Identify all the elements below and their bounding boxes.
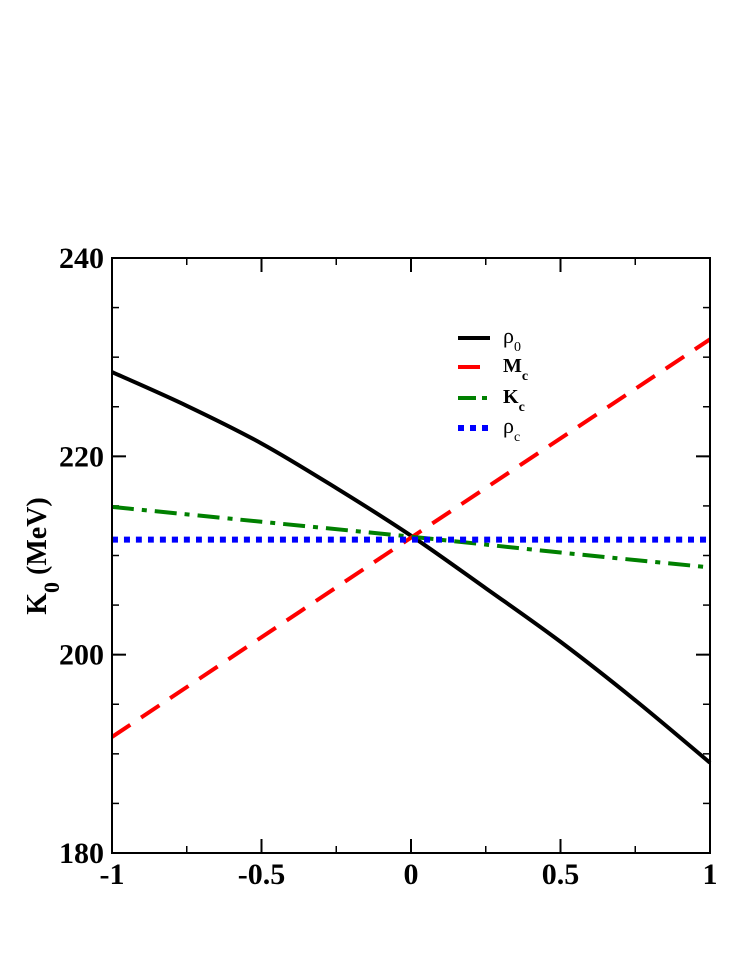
major-ticks	[111, 257, 711, 854]
series-layer	[110, 337, 712, 765]
y-tick-labels: 180 200 220 240	[59, 242, 104, 870]
x-tick-label: 0	[404, 858, 419, 891]
y-axis-title-main: K	[22, 593, 53, 615]
series-line-1	[110, 337, 712, 739]
y-axis-title-rest: (MeV)	[22, 497, 53, 582]
x-tick-label: 0.5	[542, 858, 580, 891]
legend-label-0: ρ0	[503, 323, 521, 355]
legend-label-3: ρc	[503, 413, 520, 445]
y-axis-title-sub: 0	[39, 582, 64, 593]
plot-frame	[111, 257, 711, 854]
series-line-0	[111, 370, 712, 765]
series-line-2	[111, 504, 711, 570]
x-tick-labels: -1 -0.5 0 0.5 1	[100, 858, 718, 891]
x-tick-label: 1	[703, 858, 718, 891]
x-tick-label: -0.5	[238, 858, 286, 891]
y-tick-label: 220	[59, 440, 104, 473]
y-axis-title: K0 (MeV)	[22, 497, 64, 615]
legend-label-2: Kc	[503, 386, 525, 415]
y-tick-label: 200	[59, 639, 104, 672]
x-tick-label: -1	[100, 858, 125, 891]
y-tick-label: 240	[59, 242, 104, 275]
y-tick-label: 180	[59, 837, 104, 870]
legend-label-1: Mc	[503, 355, 528, 384]
minor-ticks	[111, 257, 711, 854]
